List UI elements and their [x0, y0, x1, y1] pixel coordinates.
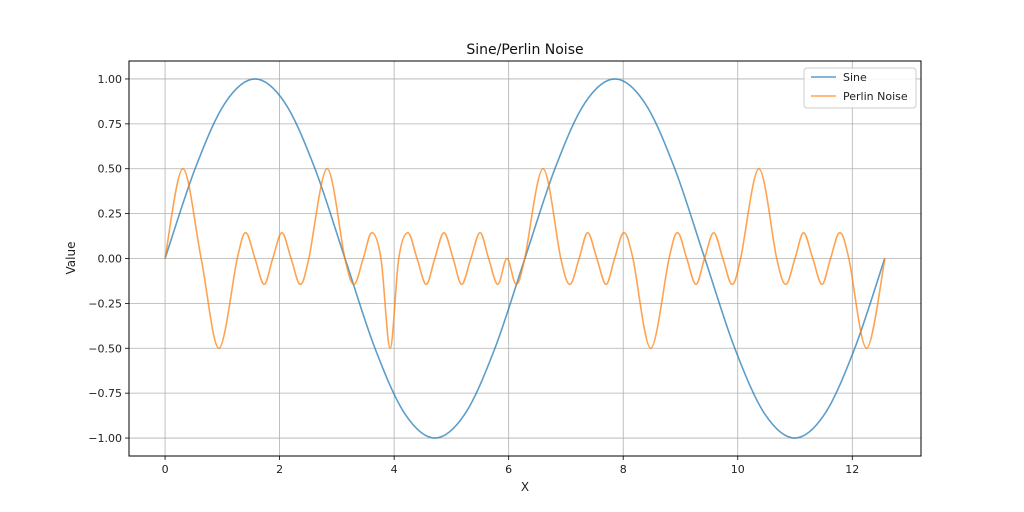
x-tick-label: 12 — [845, 463, 859, 476]
y-tick-label: 0.50 — [98, 163, 123, 176]
y-tick-label: −0.75 — [88, 387, 122, 400]
chart-title: Sine/Perlin Noise — [466, 42, 583, 58]
grid — [129, 61, 921, 456]
series-line-perlin-noise — [164, 167, 886, 350]
y-tick-label: 0.00 — [98, 253, 123, 266]
x-tick-label: 2 — [276, 463, 283, 476]
y-tick-label: 0.75 — [98, 118, 123, 131]
y-tick-label: −0.50 — [88, 342, 122, 355]
legend-label-perlin-noise: Perlin Noise — [843, 90, 908, 103]
y-tick-label: 1.00 — [98, 73, 123, 86]
x-tick-label: 0 — [162, 463, 169, 476]
y-axis: −1.00 −0.75 −0.50 −0.25 0.00 0.25 0.50 0.75 1.00 — [88, 73, 129, 445]
x-tick-label: 10 — [731, 463, 745, 476]
series-layer — [164, 78, 886, 439]
y-axis-label: Value — [64, 242, 78, 275]
x-tick-label: 6 — [505, 463, 512, 476]
legend: Sine Perlin Noise — [803, 67, 917, 109]
x-tick-label: 8 — [620, 463, 627, 476]
x-axis-label: X — [521, 480, 529, 494]
y-tick-label: 0.25 — [98, 208, 123, 221]
y-tick-label: −1.00 — [88, 432, 122, 445]
y-tick-label: −0.25 — [88, 297, 122, 310]
x-axis: 0 2 4 6 8 10 12 — [162, 456, 859, 476]
legend-label-sine: Sine — [843, 71, 867, 84]
x-tick-label: 4 — [391, 463, 398, 476]
legend-box — [803, 67, 917, 109]
